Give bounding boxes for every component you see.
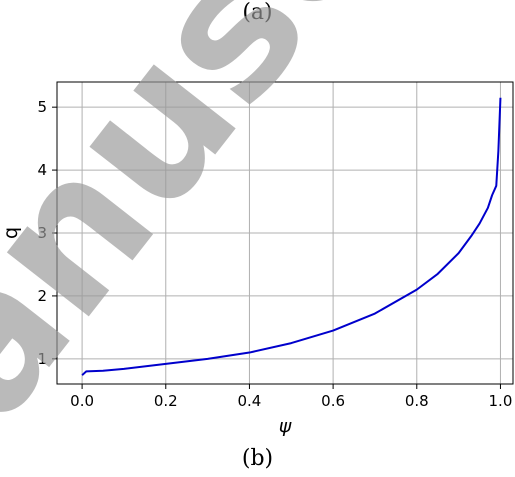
x-tick-label: 0.8: [405, 392, 429, 410]
x-tick-label: 0.4: [238, 392, 262, 410]
series-line: [81, 97, 502, 376]
x-tick-label: 0.0: [70, 392, 94, 410]
x-tick-label: 0.6: [321, 392, 345, 410]
grid-lines: [57, 82, 513, 384]
panel-caption-a: (a): [242, 0, 273, 25]
y-tick-label: 1: [37, 350, 47, 368]
y-tick-label: 3: [37, 224, 47, 242]
y-tick-label: 5: [37, 98, 47, 116]
x-axis-label: ψ: [279, 415, 292, 437]
y-axis-label: q: [0, 227, 22, 239]
x-tick-label: 0.2: [154, 392, 178, 410]
y-tick-label: 4: [37, 161, 47, 179]
panel-caption-b: (b): [241, 446, 274, 471]
y-tick-label: 2: [37, 287, 47, 305]
x-tick-label: 1.0: [489, 392, 513, 410]
axis-ticks: 0.0 0.2 0.4 0.6 0.8 1.0 1 2 3 4 5: [37, 98, 512, 410]
series-layer: [81, 97, 502, 376]
